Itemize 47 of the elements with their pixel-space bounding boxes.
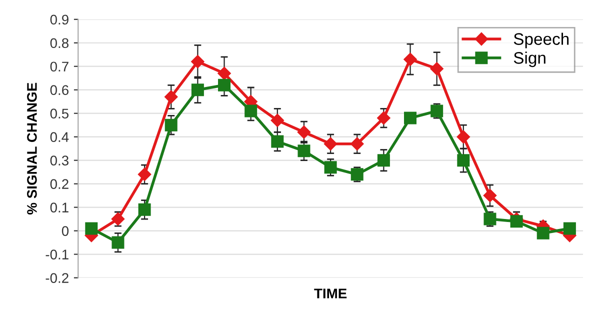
point bbox=[111, 212, 125, 226]
point bbox=[271, 135, 284, 148]
point bbox=[404, 112, 417, 124]
y-tick-label: 0.2 bbox=[50, 179, 68, 189]
point bbox=[324, 137, 338, 150]
point bbox=[297, 126, 311, 139]
y-tick-label: 0.4 bbox=[50, 132, 69, 142]
point bbox=[377, 154, 390, 167]
point bbox=[430, 104, 444, 118]
point bbox=[191, 55, 204, 68]
point bbox=[457, 154, 470, 167]
point bbox=[563, 222, 576, 235]
point bbox=[350, 137, 364, 150]
point bbox=[244, 104, 258, 118]
point bbox=[404, 52, 417, 66]
point bbox=[164, 90, 178, 104]
point bbox=[536, 226, 550, 240]
point bbox=[218, 78, 231, 92]
x-axis-title: TIME bbox=[314, 288, 347, 298]
y-tick-label: 0.8 bbox=[50, 38, 68, 48]
legend-label: Speech bbox=[514, 32, 569, 48]
point bbox=[510, 215, 523, 228]
point bbox=[483, 188, 497, 202]
legend-label: Sign bbox=[514, 52, 546, 68]
y-tick-label: 0.7 bbox=[50, 62, 68, 72]
point bbox=[298, 144, 310, 158]
point bbox=[85, 222, 98, 235]
y-tick-label: -0.2 bbox=[46, 273, 68, 283]
point bbox=[456, 130, 470, 144]
y-tick-label: 0.6 bbox=[50, 85, 68, 96]
y-tick-label: 0.5 bbox=[50, 108, 69, 119]
point bbox=[138, 168, 152, 182]
y-tick-label: -0.1 bbox=[46, 250, 68, 260]
y-tick-label: 0.3 bbox=[50, 156, 68, 166]
point bbox=[430, 62, 444, 76]
point bbox=[218, 66, 231, 80]
y-tick-label: 0.9 bbox=[50, 14, 68, 25]
point bbox=[164, 118, 178, 132]
y-tick-label: 0.1 bbox=[50, 202, 68, 212]
point bbox=[324, 161, 337, 174]
y-tick-label: 0 bbox=[62, 226, 69, 236]
point bbox=[377, 111, 390, 125]
point bbox=[270, 114, 284, 127]
y-axis-title: % SIGNAL CHANGE bbox=[27, 82, 37, 214]
point bbox=[191, 84, 204, 96]
point bbox=[138, 203, 151, 216]
point bbox=[112, 236, 124, 249]
